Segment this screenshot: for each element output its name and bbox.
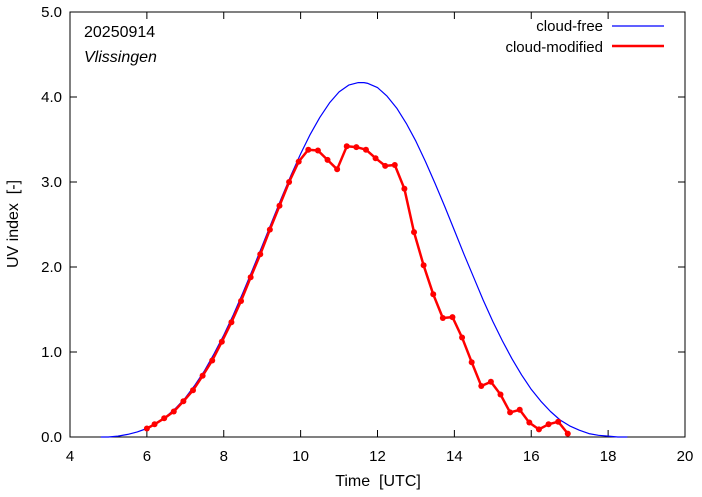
plot-frame [69,11,686,438]
data-point-cloud-modified [564,430,571,437]
data-point-cloud-modified [555,418,562,425]
x-axis-title: Time [UTC] [335,473,421,490]
y-tick-label: 4.0 [41,89,62,106]
data-point-cloud-modified [391,162,398,168]
y-tick-label: 5.0 [41,4,62,21]
data-point-cloud-modified [228,319,235,326]
data-point-cloud-modified [209,357,216,364]
data-point-cloud-modified [478,383,485,389]
y-tick-label: 3.0 [41,174,62,191]
data-point-cloud-modified [151,421,158,428]
data-point-cloud-modified [257,251,264,258]
data-point-cloud-modified [286,179,293,185]
data-point-cloud-modified [420,262,427,269]
data-point-cloud-modified [362,146,369,153]
data-point-cloud-modified [218,338,225,345]
data-point-cloud-modified [487,378,494,385]
data-point-cloud-modified [497,391,504,398]
data-point-cloud-modified [545,421,552,428]
data-point-cloud-modified [343,143,350,150]
x-tick-label: 18 [600,448,617,465]
data-point-cloud-modified [161,415,168,422]
data-point-cloud-modified [468,359,475,366]
series-line-cloud-modified [146,145,569,435]
data-point-cloud-modified [199,372,206,379]
data-point-cloud-modified [535,426,542,433]
x-tick-label: 14 [446,448,463,465]
axis-ticks [69,11,686,438]
data-point-cloud-modified [459,334,466,341]
data-point-cloud-modified [401,185,408,192]
x-tick-label: 20 [677,448,694,465]
legend: cloud-free cloud-modified [505,18,664,56]
data-point-cloud-modified [170,408,177,415]
data-point-cloud-modified [305,146,312,153]
data-point-cloud-modified [295,158,302,165]
data-point-cloud-modified [324,156,331,163]
data-point-cloud-modified [353,144,360,151]
data-point-cloud-modified [247,274,254,281]
data-point-cloud-modified [238,298,245,304]
legend-label-cloud-free: cloud-free [536,18,603,35]
x-tick-label: 8 [220,448,228,465]
data-point-cloud-modified [516,406,523,413]
data-point-cloud-modified [276,202,283,209]
series-layer [100,81,628,438]
axis-tick-labels: 4 6 8 10 12 14 16 18 20 0.0 1.0 2.0 3.0 4.0 5.0 [41,4,693,465]
data-point-cloud-modified [190,387,196,394]
data-point-cloud-modified [411,229,418,236]
data-point-cloud-modified [143,425,150,432]
data-point-cloud-modified [439,315,446,321]
x-tick-label: 12 [369,448,386,465]
location-annotation: Vlissingen [84,49,157,66]
x-tick-label: 10 [292,448,309,465]
y-tick-label: 0.0 [41,429,62,446]
y-axis-title: UV index [-] [5,180,22,268]
data-point-cloud-modified [449,314,456,321]
data-point-cloud-modified [266,226,273,233]
x-tick-label: 4 [66,448,74,465]
data-point-cloud-modified [526,419,533,426]
series-line-cloud-free [100,81,628,438]
data-point-cloud-modified [372,155,379,162]
date-annotation: 20250914 [84,24,155,41]
y-tick-label: 1.0 [41,344,62,361]
legend-label-cloud-modified: cloud-modified [505,39,603,56]
data-point-cloud-modified [507,409,514,416]
data-point-cloud-modified [430,291,437,298]
data-point-cloud-modified [334,166,341,173]
y-tick-label: 2.0 [41,259,62,276]
x-tick-label: 16 [523,448,540,465]
x-tick-label: 6 [143,448,151,465]
data-point-cloud-modified [180,398,187,405]
data-point-cloud-modified [382,162,389,169]
data-point-cloud-modified [314,147,321,154]
